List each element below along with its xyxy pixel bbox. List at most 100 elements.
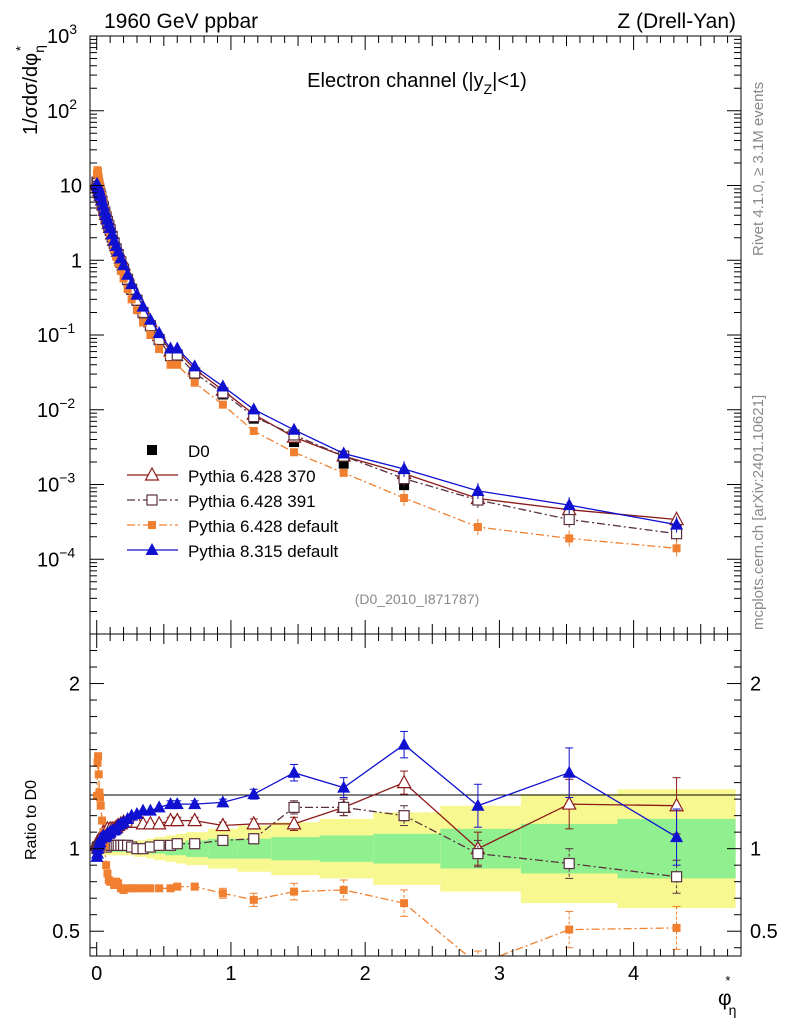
legend-marker: [148, 521, 156, 529]
main-point-py8_default: [337, 446, 351, 459]
ratio-point-py8_default: [397, 737, 411, 750]
legend-label: Pythia 6.428 default: [188, 517, 339, 536]
legend-item-py6_default: Pythia 6.428 default: [127, 517, 339, 536]
main-point-py8_default: [670, 517, 684, 530]
main-panel: 10−4 10−3 10−2 10−1 1 10 102 103 Electron chann…: [13, 21, 742, 635]
ratio-point-py6_default: [93, 758, 102, 767]
ratio-point-py6_391: [398, 810, 410, 822]
main-point-py6_default: [155, 344, 164, 353]
ratio-point-py6_391: [472, 848, 484, 860]
main-point-py8_default: [188, 359, 202, 372]
main-point-py8_default: [397, 462, 411, 475]
main-point-py8_default: [117, 258, 131, 271]
legend-marker: [146, 494, 158, 506]
main-ytick-label: 103: [47, 21, 77, 48]
analysis-id: (D0_2010_I871787): [355, 591, 480, 607]
ratio-point-py8_default: [247, 787, 261, 800]
ratio-point-py6_370: [246, 815, 262, 830]
ratio-point-py6_default: [102, 861, 111, 870]
legend-marker: [144, 466, 160, 481]
ratio-point-py8_default: [287, 765, 301, 778]
main-point-py8_default: [130, 287, 144, 300]
legend-label: D0: [188, 442, 210, 461]
ratio-xtick-label: 1: [225, 963, 236, 985]
ratio-point-py6_391: [288, 801, 300, 813]
main-point-py6_default: [166, 360, 175, 369]
main-ytick-label: 10−2: [37, 395, 75, 422]
main-line-py6_370: [96, 181, 677, 521]
main-point-py6_default: [672, 544, 681, 553]
ratio-point-py6_default: [146, 884, 155, 893]
main-point-py8_default: [143, 312, 157, 325]
ratio-band-inner: [271, 837, 320, 861]
ratio-ytick-label-right: 1: [750, 839, 761, 861]
main-point-py6_default: [173, 360, 182, 369]
main-point-py6_default: [146, 331, 155, 339]
ratio-point-py8_default: [170, 797, 184, 810]
ratio-point-py8_default: [471, 798, 485, 811]
main-line-py8_default: [96, 183, 677, 526]
ratio-point-py8_default: [152, 800, 166, 813]
main-point-py8_default: [562, 498, 576, 511]
ratio-point-py6_370: [286, 815, 302, 830]
header-right: Z (Drell-Yan): [617, 10, 736, 33]
ratio-point-py8_default: [130, 806, 144, 819]
main-point-py8_default: [152, 326, 166, 339]
ratio-point-py6_391: [670, 871, 683, 883]
ratio-xtick-label: 0: [91, 963, 102, 985]
ratio-point-py6_default: [190, 882, 199, 891]
main-series-py6_default: [92, 166, 681, 557]
main-point-py6_default: [339, 468, 348, 477]
ratio-point-py6_370: [561, 795, 577, 810]
ratio-point-py6_default: [166, 884, 175, 893]
ratio-band-inner: [208, 838, 238, 859]
ratio-point-py6_default: [249, 895, 258, 904]
ratio-ylabel: Ratio to D0: [23, 780, 40, 860]
main-point-py6_default: [565, 534, 574, 543]
main-point-py6_default: [123, 285, 132, 294]
main-ytick-label: 102: [47, 96, 77, 123]
ratio-band-inner: [373, 833, 441, 864]
main-title: Electron channel (|yZ|<1): [307, 70, 527, 97]
legend-marker: [145, 543, 159, 555]
ratio-point-py6_default: [96, 793, 105, 802]
main-ylabel: 1/σdσ/dφη*: [13, 45, 47, 135]
main-point-py8_default: [125, 277, 139, 290]
ratio-point-py6_default: [218, 889, 227, 898]
main-line-py6_default: [96, 170, 677, 549]
ratio-point-py8_default: [143, 803, 157, 816]
ratio-point-py6_391: [217, 834, 229, 847]
main-point-py8_default: [216, 379, 230, 392]
ratio-point-py8_default: [670, 830, 684, 843]
ratio-xtick-label: 4: [628, 963, 639, 985]
ratio-ytick-label: 1: [69, 839, 80, 861]
main-point-py6_391: [563, 513, 575, 526]
ratio-series-py8_default: [90, 730, 684, 866]
ratio-point-py8_default: [337, 780, 351, 793]
main-point-py6_default: [116, 266, 125, 275]
ratio-point-py6_default: [123, 884, 132, 893]
legend-label: Pythia 8.315 default: [188, 542, 339, 561]
main-point-data: [338, 458, 349, 469]
legend-item-py6_391: Pythia 6.428 391: [127, 492, 316, 511]
main-point-py6_default: [190, 378, 199, 387]
ratio-point-py6_default: [96, 801, 105, 810]
ratio-point-py6_370: [169, 812, 185, 827]
main-point-py8_default: [287, 422, 301, 435]
ratio-point-py6_default: [119, 885, 128, 894]
ratio-point-py6_default: [132, 884, 141, 893]
ratio-point-py6_default: [103, 869, 112, 878]
main-series-py8_default: [90, 176, 684, 533]
ratio-xtick-label: 2: [360, 963, 371, 985]
rivet-label: Rivet 4.1.0, ≥ 3.1M events: [750, 82, 767, 256]
ratio-point-py6_default: [94, 770, 103, 779]
ratio-series-group: [90, 730, 685, 956]
main-point-py8_default: [170, 341, 184, 354]
main-ytick-label: 1: [71, 250, 82, 272]
ratio-point-py8_default: [216, 795, 230, 808]
legend: D0 Pythia 6.428 370 Pythia 6.428 391 Pythia…: [127, 442, 339, 561]
ratio-point-py6_default: [565, 925, 574, 934]
ratio-point-py6_default: [127, 884, 136, 893]
main-point-py6_default: [473, 523, 482, 532]
legend-item-data: D0: [147, 442, 210, 461]
